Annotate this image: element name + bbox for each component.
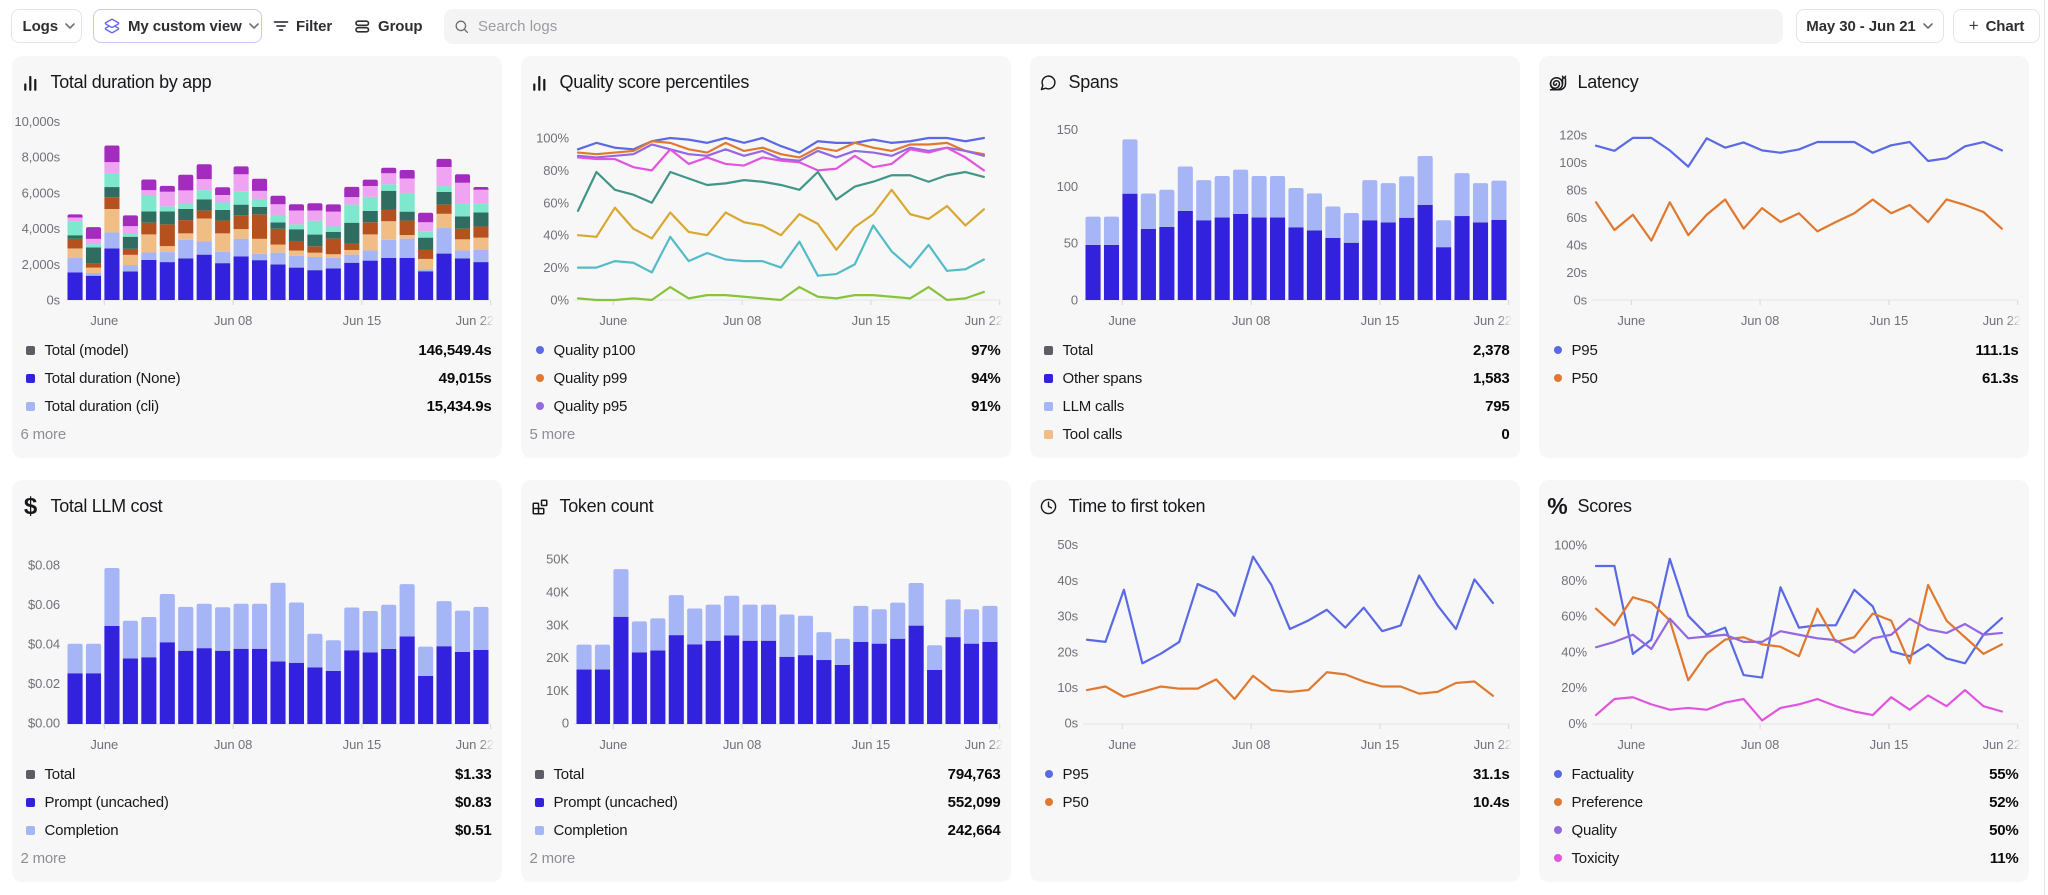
svg-text:0s: 0s xyxy=(1573,293,1587,308)
svg-text:June: June xyxy=(1617,313,1645,328)
svg-text:Jun 08: Jun 08 xyxy=(1740,313,1778,328)
svg-text:0s: 0s xyxy=(46,293,60,308)
svg-text:0: 0 xyxy=(1070,292,1077,307)
svg-text:40%: 40% xyxy=(1561,644,1587,659)
svg-text:40K: 40K xyxy=(546,585,569,600)
svg-text:June: June xyxy=(1617,737,1645,752)
svg-text:0: 0 xyxy=(561,716,568,731)
svg-text:80s: 80s xyxy=(1566,183,1587,198)
svg-text:$0.04: $0.04 xyxy=(27,637,59,652)
svg-text:0s: 0s xyxy=(1064,716,1078,731)
svg-text:30s: 30s xyxy=(1057,609,1078,624)
svg-text:Jun 15: Jun 15 xyxy=(1869,313,1907,328)
svg-text:Jun 22: Jun 22 xyxy=(1982,313,2020,328)
svg-text:June: June xyxy=(599,313,627,328)
svg-text:Jun 22: Jun 22 xyxy=(1473,313,1511,328)
svg-text:Jun 22: Jun 22 xyxy=(455,313,493,328)
svg-text:June: June xyxy=(1108,313,1136,328)
svg-text:$0.02: $0.02 xyxy=(27,676,59,691)
svg-text:20%: 20% xyxy=(543,260,569,275)
svg-text:Jun 15: Jun 15 xyxy=(1869,737,1907,752)
svg-text:100s: 100s xyxy=(1559,155,1587,170)
svg-text:Jun 22: Jun 22 xyxy=(964,737,1002,752)
svg-text:$0.08: $0.08 xyxy=(27,558,59,573)
svg-text:$0.00: $0.00 xyxy=(27,716,59,731)
svg-text:100: 100 xyxy=(1056,179,1077,194)
svg-text:Jun 15: Jun 15 xyxy=(851,313,889,328)
svg-text:100%: 100% xyxy=(1554,537,1587,552)
svg-text:Jun 08: Jun 08 xyxy=(213,737,251,752)
svg-text:Jun 15: Jun 15 xyxy=(1360,737,1398,752)
svg-text:Jun 22: Jun 22 xyxy=(1473,737,1511,752)
svg-text:60%: 60% xyxy=(1561,609,1587,624)
svg-text:$0.06: $0.06 xyxy=(27,597,59,612)
svg-text:120s: 120s xyxy=(1559,128,1587,143)
svg-text:8,000s: 8,000s xyxy=(21,150,60,165)
svg-text:40s: 40s xyxy=(1057,573,1078,588)
svg-text:2,000s: 2,000s xyxy=(21,257,60,272)
svg-text:June: June xyxy=(599,737,627,752)
svg-text:60%: 60% xyxy=(543,195,569,210)
svg-text:50: 50 xyxy=(1063,236,1077,251)
svg-text:20s: 20s xyxy=(1566,265,1587,280)
svg-text:150: 150 xyxy=(1056,122,1077,137)
svg-text:20%: 20% xyxy=(1561,680,1587,695)
svg-text:Jun 22: Jun 22 xyxy=(455,737,493,752)
svg-text:80%: 80% xyxy=(543,163,569,178)
svg-text:40%: 40% xyxy=(543,228,569,243)
svg-text:June: June xyxy=(90,313,118,328)
svg-text:Jun 22: Jun 22 xyxy=(964,313,1002,328)
svg-text:40s: 40s xyxy=(1566,238,1587,253)
svg-text:80%: 80% xyxy=(1561,573,1587,588)
svg-text:Jun 08: Jun 08 xyxy=(1231,737,1269,752)
svg-text:Jun 15: Jun 15 xyxy=(851,737,889,752)
svg-text:Jun 08: Jun 08 xyxy=(722,313,760,328)
svg-text:June: June xyxy=(1108,737,1136,752)
svg-text:Jun 15: Jun 15 xyxy=(342,313,380,328)
svg-text:6,000s: 6,000s xyxy=(21,185,60,200)
svg-text:Jun 22: Jun 22 xyxy=(1982,737,2020,752)
svg-text:Jun 15: Jun 15 xyxy=(1360,313,1398,328)
svg-text:0%: 0% xyxy=(550,293,569,308)
svg-text:0%: 0% xyxy=(1568,716,1587,731)
svg-text:20s: 20s xyxy=(1057,644,1078,659)
svg-text:100%: 100% xyxy=(536,131,569,146)
svg-text:30K: 30K xyxy=(546,617,569,632)
svg-text:10,000s: 10,000s xyxy=(14,114,60,129)
svg-text:10s: 10s xyxy=(1057,680,1078,695)
svg-text:June: June xyxy=(90,737,118,752)
svg-text:60s: 60s xyxy=(1566,210,1587,225)
svg-text:Jun 08: Jun 08 xyxy=(213,313,251,328)
svg-text:20K: 20K xyxy=(546,650,569,665)
svg-text:50s: 50s xyxy=(1057,537,1078,552)
svg-text:4,000s: 4,000s xyxy=(21,221,60,236)
svg-text:Jun 08: Jun 08 xyxy=(722,737,760,752)
svg-text:Jun 08: Jun 08 xyxy=(1740,737,1778,752)
svg-text:50K: 50K xyxy=(546,552,569,567)
svg-text:Jun 08: Jun 08 xyxy=(1231,313,1269,328)
svg-text:10K: 10K xyxy=(546,683,569,698)
svg-text:Jun 15: Jun 15 xyxy=(342,737,380,752)
